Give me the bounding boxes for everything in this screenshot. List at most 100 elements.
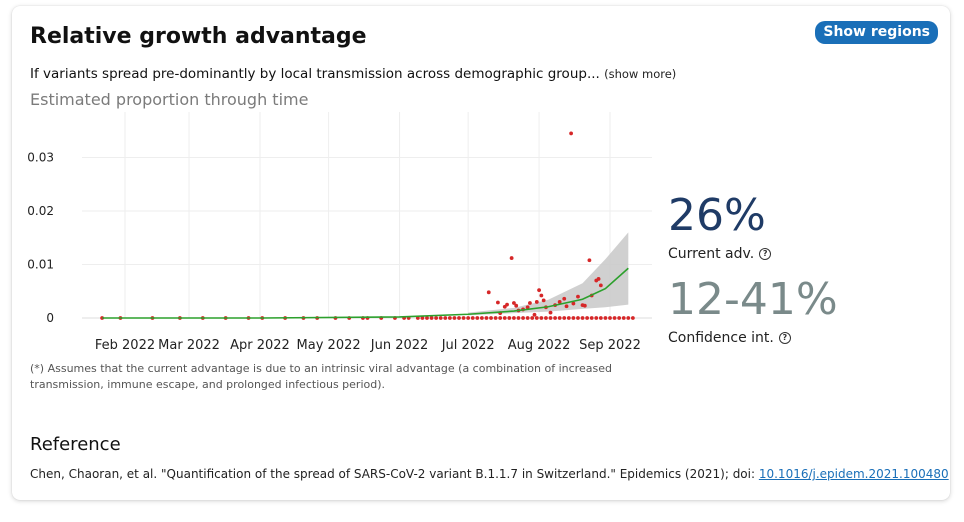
data-point [502,316,507,320]
data-point [532,312,537,317]
data-point [571,316,576,320]
y-tick-label: 0.01 [27,258,54,272]
y-tick-label: 0.03 [27,151,54,165]
data-point [598,316,603,320]
data-point [420,316,425,320]
data-point [514,303,519,308]
data-point [447,316,452,320]
data-point [521,316,525,320]
fit-line [102,267,629,319]
data-point [553,316,557,320]
x-tick-label: Aug 2022 [508,338,571,353]
data-point [539,316,544,320]
data-point [484,316,489,320]
data-point [562,296,567,301]
help-icon[interactable]: ? [778,332,791,344]
data-point [612,316,617,320]
data-point [528,301,532,305]
data-point [589,316,594,320]
data-point [576,316,580,320]
data-point [608,316,612,320]
data-point [507,316,512,320]
data-point [557,316,562,320]
data-point [569,131,574,136]
data-point [470,316,475,320]
current-advantage-label: Current adv. ? [668,246,772,262]
data-point [580,316,585,320]
data-point [429,316,434,320]
data-point [457,316,461,320]
confidence-interval-text: Confidence int. [668,330,774,346]
data-point [475,316,480,320]
data-point [603,316,608,320]
confidence-interval-label: Confidence int. ? [668,330,791,346]
data-point [587,258,592,263]
data-point [534,300,539,304]
description-text: If variants spread pre-dominantly by loc… [30,66,600,82]
data-point [539,293,544,298]
current-advantage-value: 26% [668,190,766,241]
x-tick-label: Mar 2022 [158,338,220,353]
footnote: (*) Assumes that the current advantage i… [30,362,612,391]
data-point [443,316,448,320]
data-point [525,305,530,310]
data-point [630,316,635,320]
x-tick-label: Sep 2022 [579,338,641,353]
data-point [571,301,576,306]
doi-link[interactable]: 10.1016/j.epidem.2021.100480 [758,467,949,481]
reference-citation: Chen, Chaoran, et al. "Quantification of… [30,467,949,481]
data-point [530,316,535,320]
show-more-link[interactable]: (show more) [604,67,677,81]
data-point [505,302,509,307]
growth-advantage-card: Relative growth advantage Show regions I… [12,6,950,500]
chart-title: Estimated proportion through time [30,90,309,109]
data-point [534,316,539,320]
data-point [493,316,498,320]
data-point [496,300,500,305]
data-point [582,303,587,308]
data-point [562,316,567,320]
card-title: Relative growth advantage [30,24,367,49]
data-point [498,316,503,320]
data-point [621,316,626,320]
data-point [537,288,541,293]
data-point [557,300,562,304]
x-tick-label: Jul 2022 [441,338,495,353]
data-point [566,316,571,320]
x-tick-label: May 2022 [297,338,361,353]
data-point [489,316,493,320]
data-point [594,316,599,320]
x-tick-label: Jun 2022 [370,338,429,353]
data-point [434,316,439,320]
help-icon[interactable]: ? [759,248,772,260]
data-point [452,316,457,320]
description: If variants spread pre-dominantly by loc… [30,66,676,82]
data-point [438,316,443,320]
data-point [564,304,569,309]
data-point [525,316,530,320]
data-point [598,283,603,288]
data-point [596,277,601,281]
data-point [626,316,631,320]
y-tick-label: 0 [46,311,54,325]
data-point [576,294,580,299]
show-regions-button[interactable]: Show regions [815,21,938,44]
reference-heading: Reference [30,434,121,455]
y-tick-label: 0.02 [27,204,54,218]
data-point [548,316,553,320]
data-point [541,298,546,303]
x-tick-label: Feb 2022 [95,338,155,353]
data-point [516,316,521,320]
data-point [425,316,429,320]
proportion-chart: Feb 2022 Mar 2022 Apr 2022 May 2022 Jun 2022… [27,112,652,353]
data-point [512,301,516,305]
data-point [461,316,466,320]
confidence-band [468,232,629,316]
data-point [512,316,516,320]
x-tick-label: Apr 2022 [230,338,290,353]
data-point [585,316,590,320]
data-point [479,316,484,320]
data-point [486,290,491,295]
data-point [466,316,471,320]
data-point [544,316,548,320]
